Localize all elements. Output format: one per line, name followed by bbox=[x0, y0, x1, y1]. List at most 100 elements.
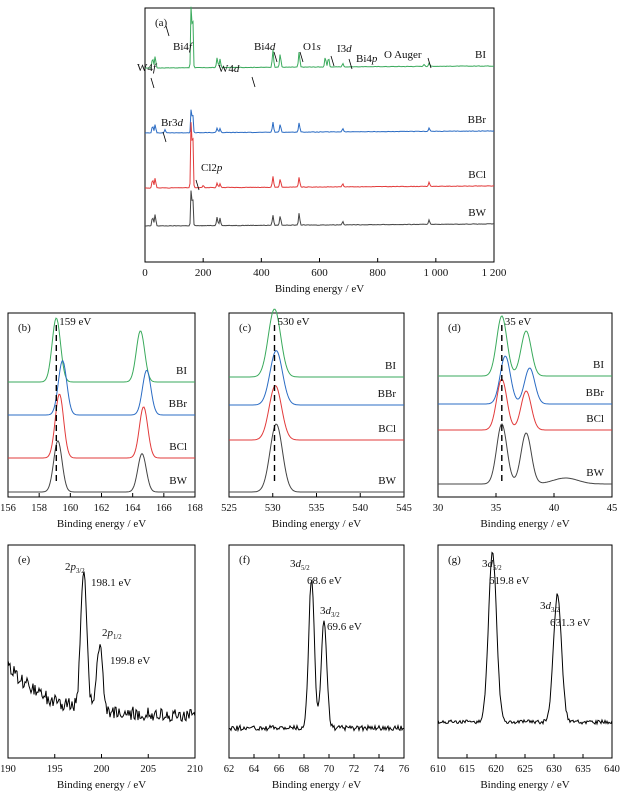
peak-label: 3d3/2 bbox=[320, 605, 340, 619]
plot-frame bbox=[228, 544, 405, 759]
series-label-BI: BI bbox=[385, 360, 396, 372]
series-line-BW bbox=[229, 423, 404, 493]
annotation-leader bbox=[299, 51, 304, 63]
series-label-BBr: BBr bbox=[378, 388, 397, 400]
peak-annotation: Br3d bbox=[161, 117, 184, 129]
x-tick-label: 535 bbox=[309, 503, 325, 514]
reference-line-label: 530 eV bbox=[278, 316, 310, 328]
peak-label: 3d3/2 bbox=[540, 600, 560, 614]
x-tick-label: 40 bbox=[549, 503, 560, 514]
x-tick-label: 530 bbox=[265, 503, 281, 514]
spectrum-line bbox=[437, 551, 613, 726]
peak-annotation: O Auger bbox=[384, 49, 422, 61]
peak-value: 69.6 eV bbox=[327, 621, 362, 633]
annotation-leader bbox=[195, 179, 200, 191]
peak-annotation: O1s bbox=[303, 41, 321, 53]
panel-label: (b) bbox=[18, 322, 31, 334]
panel-label: (f) bbox=[239, 554, 250, 566]
x-tick-label: 205 bbox=[140, 764, 156, 775]
x-tick-label: 545 bbox=[396, 503, 412, 514]
series-label-BCl: BCl bbox=[586, 413, 604, 425]
series-label-BCl: BCl bbox=[169, 441, 187, 453]
x-tick-label: 615 bbox=[459, 764, 475, 775]
peak-annotation: Bi4d bbox=[254, 41, 276, 53]
annotation-leader bbox=[165, 25, 170, 37]
peak-annotation: W4d bbox=[218, 63, 240, 75]
peak-annotation: I3d bbox=[337, 43, 352, 55]
x-axis-label: Binding energy / eV bbox=[272, 518, 361, 530]
x-tick-label: 64 bbox=[249, 764, 260, 775]
series-line-BBr bbox=[438, 355, 612, 405]
plot-frame bbox=[437, 312, 613, 498]
x-tick-label: 1 000 bbox=[423, 267, 448, 279]
panel-b: 156 158 160 162 164 166 168 Binding energy / eV… bbox=[0, 312, 203, 530]
annotation-leader bbox=[162, 131, 167, 143]
panel-label: (c) bbox=[239, 322, 252, 334]
peak-value: 631.3 eV bbox=[550, 617, 590, 629]
panel-label: (e) bbox=[18, 554, 31, 566]
x-tick-label: 62 bbox=[224, 764, 235, 775]
panel-label: (g) bbox=[448, 554, 461, 566]
x-tick-label: 200 bbox=[94, 764, 110, 775]
peak-label: 3d5/2 bbox=[290, 558, 310, 572]
x-axis-label: Binding energy / eV bbox=[57, 779, 146, 791]
annotation-leader bbox=[251, 76, 256, 88]
spectrum-line bbox=[7, 571, 196, 723]
series-label-BW: BW bbox=[586, 467, 604, 479]
x-tick-label: 210 bbox=[187, 764, 203, 775]
x-tick-label: 72 bbox=[349, 764, 360, 775]
panel-label: (d) bbox=[448, 322, 461, 334]
x-tick-label: 35 bbox=[491, 503, 502, 514]
x-axis-label: Binding energy / eV bbox=[57, 518, 146, 530]
x-tick-label: 195 bbox=[47, 764, 63, 775]
series-line-BI bbox=[8, 317, 195, 383]
series-label-BI: BI bbox=[593, 359, 604, 371]
annotation-leader bbox=[150, 77, 155, 89]
series-line-BBr bbox=[144, 109, 495, 134]
series-label-BW: BW bbox=[169, 475, 187, 487]
peak-annotation: Cl2p bbox=[201, 162, 223, 174]
peak-value: 199.8 eV bbox=[110, 655, 150, 667]
x-tick-label: 76 bbox=[399, 764, 410, 775]
panel-e: 190 195 200 205 210 Binding energy / eV (e) 2p3… bbox=[0, 544, 203, 791]
peak-label: 2p3/2 bbox=[65, 561, 85, 575]
series-line-BW bbox=[144, 190, 494, 227]
reference-line-label: 35 eV bbox=[505, 316, 532, 328]
series-label-BW: BW bbox=[468, 207, 486, 219]
series-line-BCl bbox=[144, 122, 495, 189]
series-label-BCl: BCl bbox=[468, 169, 486, 181]
series-label-BBr: BBr bbox=[468, 114, 487, 126]
x-axis-label: Binding energy / eV bbox=[480, 518, 569, 530]
x-tick-label: 635 bbox=[575, 764, 591, 775]
series-label-BW: BW bbox=[378, 475, 396, 487]
x-tick-label: 68 bbox=[299, 764, 310, 775]
x-tick-label: 630 bbox=[546, 764, 562, 775]
annotation-leader bbox=[330, 55, 335, 67]
peak-label: 2p1/2 bbox=[102, 627, 122, 641]
spectrum-line bbox=[228, 578, 405, 733]
series-label-BBr: BBr bbox=[169, 398, 188, 410]
plot-frame bbox=[7, 312, 196, 498]
x-tick-label: 190 bbox=[0, 764, 16, 775]
x-tick-label: 162 bbox=[94, 503, 110, 514]
reference-line-label: 159 eV bbox=[59, 316, 91, 328]
x-tick-label: 0 bbox=[142, 267, 148, 279]
x-tick-label: 66 bbox=[274, 764, 285, 775]
peak-annotation: W4f bbox=[137, 62, 158, 74]
x-tick-label: 600 bbox=[311, 267, 328, 279]
annotation-leader bbox=[348, 58, 353, 70]
peak-value: 68.6 eV bbox=[307, 575, 342, 587]
panel-c: 525 530 535 540 545 Binding energy / eV (c) BI B… bbox=[221, 308, 412, 530]
panel-d: 30 35 40 45 Binding energy / eV (d) BI BBr BCl BW… bbox=[433, 312, 618, 530]
x-tick-label: 45 bbox=[607, 503, 618, 514]
x-tick-label: 74 bbox=[374, 764, 385, 775]
panel-g: 610 615 620 625 630 635 640 Binding energy / eV… bbox=[430, 544, 620, 791]
series-line-BW bbox=[438, 423, 612, 485]
series-line-BI bbox=[145, 6, 495, 69]
panel-label: (a) bbox=[155, 17, 168, 29]
x-tick-label: 156 bbox=[0, 503, 16, 514]
x-axis-label: Binding energy / eV bbox=[272, 779, 361, 791]
panel-f: 62 64 66 68 70 72 74 76 Binding energy / eV (f) 3d… bbox=[224, 544, 410, 791]
x-axis-label: Binding energy / eV bbox=[275, 283, 364, 295]
